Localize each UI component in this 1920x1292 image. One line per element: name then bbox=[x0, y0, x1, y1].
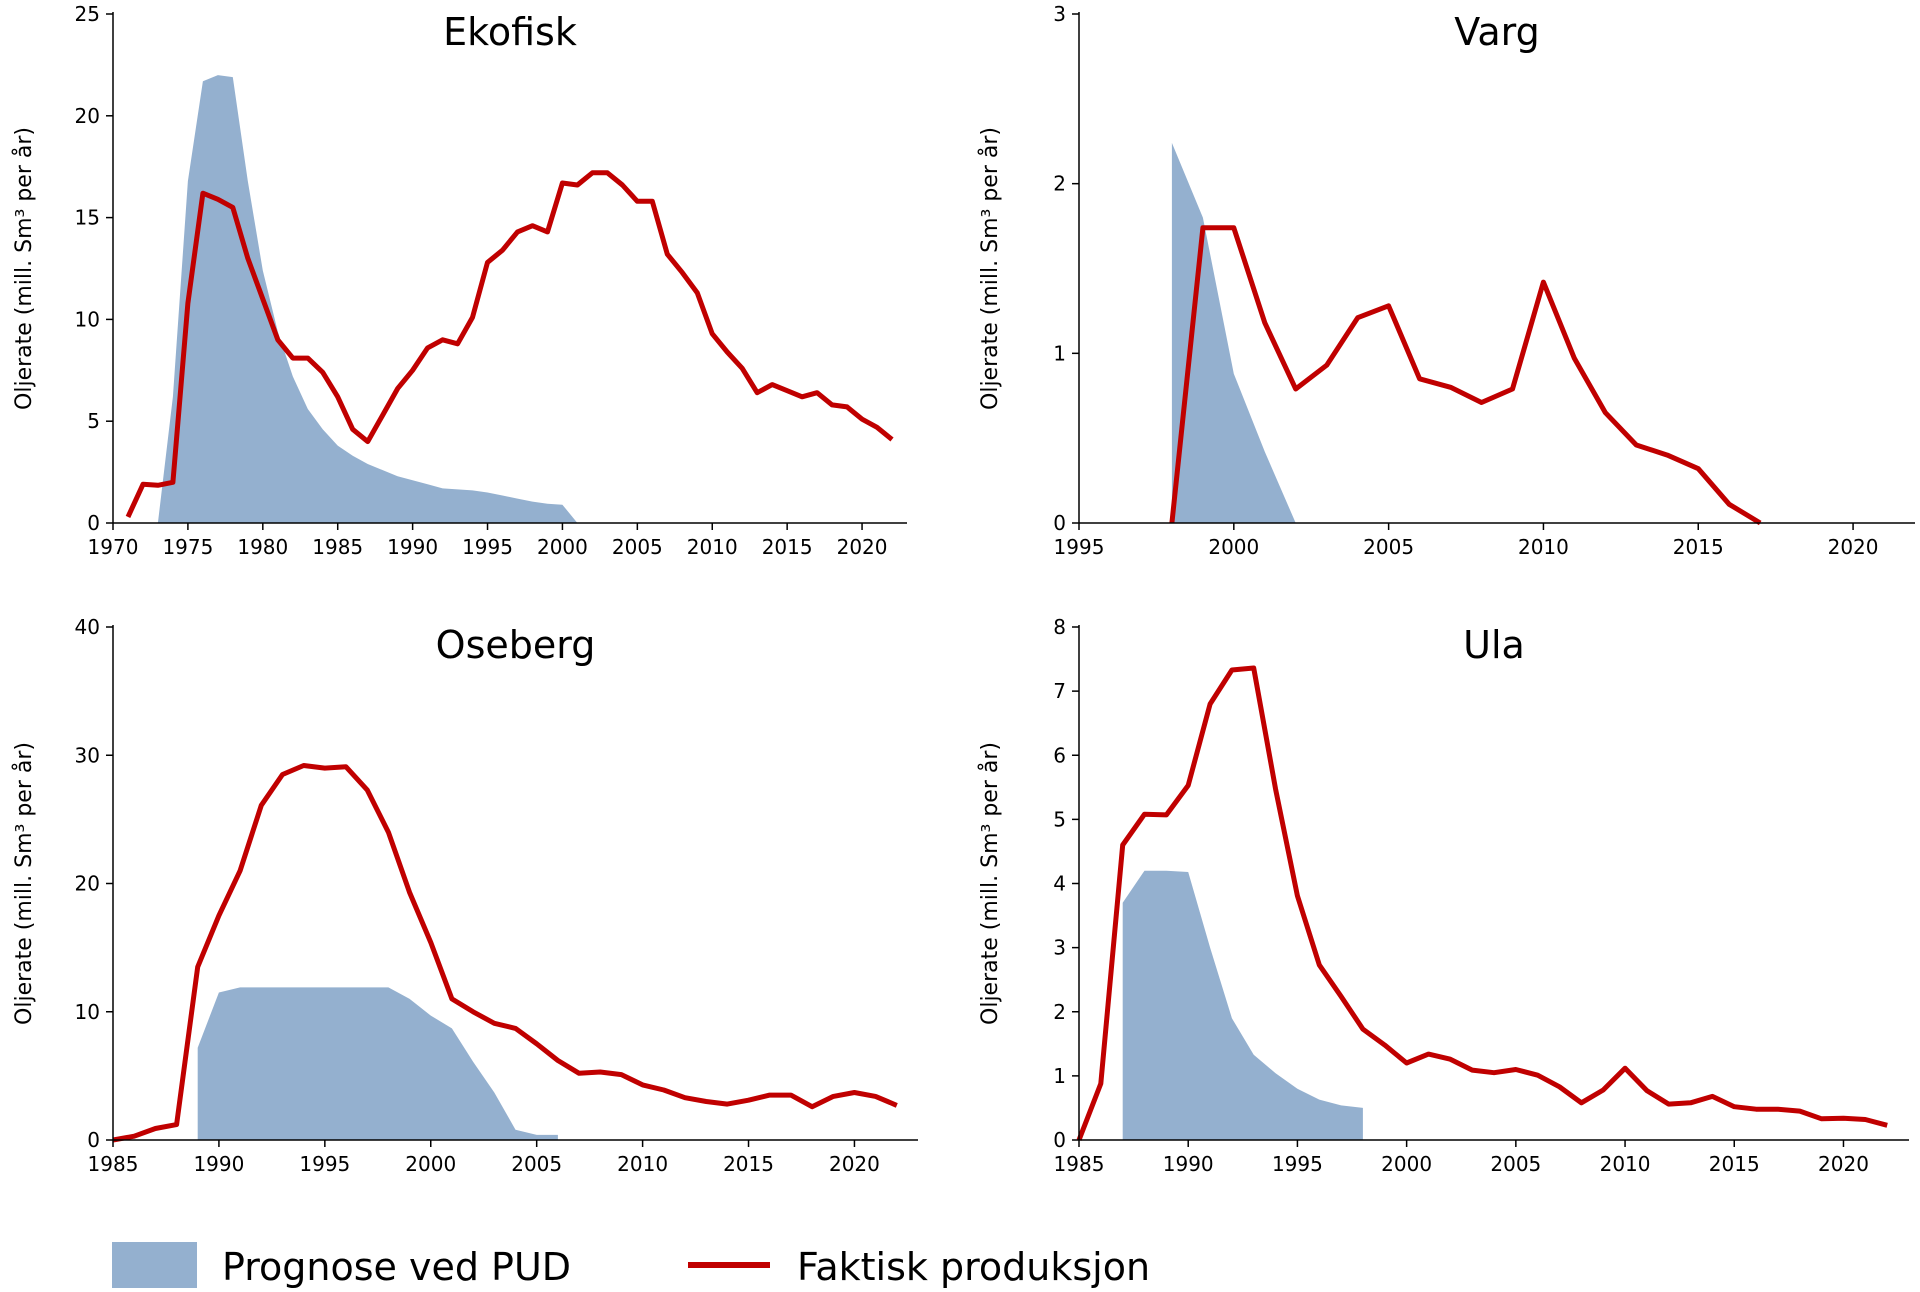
x-tick-label-ekofisk: 1980 bbox=[237, 535, 288, 559]
x-tick-label-ekofisk: 1995 bbox=[462, 535, 513, 559]
y-axis-title-ekofisk: Oljerate (mill. Sm³ per år) bbox=[11, 127, 37, 410]
panel-title-ekofisk: Ekofisk bbox=[443, 10, 577, 54]
x-tick-label-oseberg: 2005 bbox=[511, 1152, 562, 1176]
x-tick-label-ula: 2015 bbox=[1709, 1152, 1760, 1176]
x-tick-label-varg: 2000 bbox=[1208, 535, 1259, 559]
panel-title-oseberg: Oseberg bbox=[436, 623, 596, 667]
y-tick-label-ekofisk: 25 bbox=[75, 2, 100, 26]
x-tick-label-ekofisk: 1975 bbox=[162, 535, 213, 559]
actual-line-oseberg bbox=[112, 763, 898, 1143]
y-tick-label-ula: 3 bbox=[1053, 936, 1066, 960]
y-tick-label-varg: 1 bbox=[1053, 341, 1066, 365]
legend-forecast-swatch bbox=[112, 1242, 197, 1288]
x-tick-label-varg: 2010 bbox=[1518, 535, 1569, 559]
y-tick-label-ekofisk: 15 bbox=[75, 206, 100, 230]
x-tick-label-oseberg: 1995 bbox=[299, 1152, 350, 1176]
x-tick-label-ekofisk: 1990 bbox=[387, 535, 438, 559]
y-tick-label-oseberg: 40 bbox=[75, 615, 100, 639]
y-tick-label-oseberg: 30 bbox=[75, 743, 100, 767]
y-tick-label-ekofisk: 5 bbox=[87, 409, 100, 433]
x-tick-label-ekofisk: 2000 bbox=[537, 535, 588, 559]
y-tick-label-ekofisk: 10 bbox=[75, 307, 100, 331]
x-tick-label-oseberg: 2015 bbox=[723, 1152, 774, 1176]
panel-ekofisk: 0 5 10 15 20 25 1970 1975 1980 1985 1990 1995 2000 20… bbox=[11, 2, 907, 559]
panel-ula: 0 1 2 3 4 5 6 7 8 1985 1990 1995 2000 2005 2010 2015 202… bbox=[977, 615, 1909, 1176]
panel-varg: 0 1 2 3 1995 2000 2005 2010 2015 2020 Varg Oljerate… bbox=[977, 2, 1915, 559]
y-tick-label-varg: 3 bbox=[1053, 2, 1066, 26]
y-tick-label-ula: 0 bbox=[1053, 1128, 1066, 1152]
x-tick-label-varg: 2015 bbox=[1673, 535, 1724, 559]
y-tick-label-ula: 1 bbox=[1053, 1064, 1066, 1088]
legend-forecast-label: Prognose ved PUD bbox=[222, 1245, 571, 1289]
x-tick-label-ekofisk: 2020 bbox=[837, 535, 888, 559]
actual-line-varg bbox=[1169, 225, 1762, 526]
actual-line-ekofisk bbox=[125, 170, 894, 518]
y-tick-label-varg: 2 bbox=[1053, 172, 1066, 196]
y-tick-label-ula: 8 bbox=[1053, 615, 1066, 639]
y-axis-title-oseberg: Oljerate (mill. Sm³ per år) bbox=[11, 742, 37, 1025]
y-tick-label-ula: 5 bbox=[1053, 807, 1066, 831]
x-tick-label-ula: 2000 bbox=[1381, 1152, 1432, 1176]
legend: Prognose ved PUD Faktisk produksjon bbox=[112, 1242, 1150, 1289]
forecast-area-ula bbox=[1122, 870, 1363, 1140]
x-tick-label-oseberg: 1990 bbox=[193, 1152, 244, 1176]
y-tick-label-ula: 7 bbox=[1053, 679, 1066, 703]
y-axis-title-varg: Oljerate (mill. Sm³ per år) bbox=[977, 127, 1003, 410]
panel-title-ula: Ula bbox=[1463, 623, 1525, 667]
y-tick-label-oseberg: 20 bbox=[75, 872, 100, 896]
y-tick-label-ekofisk: 20 bbox=[75, 104, 100, 128]
y-tick-label-ula: 2 bbox=[1053, 1000, 1066, 1024]
x-tick-label-oseberg: 2020 bbox=[829, 1152, 880, 1176]
x-tick-label-ula: 2010 bbox=[1600, 1152, 1651, 1176]
x-tick-label-varg: 2005 bbox=[1363, 535, 1414, 559]
y-tick-label-ekofisk: 0 bbox=[87, 511, 100, 535]
y-tick-label-oseberg: 0 bbox=[87, 1128, 100, 1152]
x-tick-label-ekofisk: 2010 bbox=[687, 535, 738, 559]
legend-actual-label: Faktisk produksjon bbox=[797, 1245, 1150, 1289]
x-tick-label-ula: 2005 bbox=[1490, 1152, 1541, 1176]
forecast-area-oseberg bbox=[197, 987, 558, 1140]
y-tick-label-oseberg: 10 bbox=[75, 1000, 100, 1024]
actual-line-ula bbox=[1076, 665, 1888, 1141]
x-tick-label-ekofisk: 1970 bbox=[88, 535, 139, 559]
x-tick-label-oseberg: 2000 bbox=[405, 1152, 456, 1176]
x-tick-label-ula: 1995 bbox=[1272, 1152, 1323, 1176]
panel-title-varg: Varg bbox=[1454, 10, 1539, 54]
x-tick-label-ula: 2020 bbox=[1818, 1152, 1869, 1176]
x-tick-label-oseberg: 2010 bbox=[617, 1152, 668, 1176]
forecast-area-ekofisk bbox=[157, 75, 578, 523]
x-tick-label-oseberg: 1985 bbox=[88, 1152, 139, 1176]
x-tick-label-ekofisk: 1985 bbox=[312, 535, 363, 559]
x-tick-label-ula: 1990 bbox=[1163, 1152, 1214, 1176]
y-tick-label-ula: 4 bbox=[1053, 872, 1066, 896]
y-axis-title-ula: Oljerate (mill. Sm³ per år) bbox=[977, 742, 1003, 1025]
x-tick-label-ula: 1985 bbox=[1054, 1152, 1105, 1176]
y-tick-label-varg: 0 bbox=[1053, 511, 1066, 535]
y-tick-label-ula: 6 bbox=[1053, 743, 1066, 767]
x-tick-label-ekofisk: 2005 bbox=[612, 535, 663, 559]
x-tick-label-varg: 1995 bbox=[1054, 535, 1105, 559]
x-tick-label-ekofisk: 2015 bbox=[762, 535, 813, 559]
panel-oseberg: 0 10 20 30 40 1985 1990 1995 2000 2005 2010 2015 202… bbox=[11, 615, 918, 1176]
x-tick-label-varg: 2020 bbox=[1828, 535, 1879, 559]
